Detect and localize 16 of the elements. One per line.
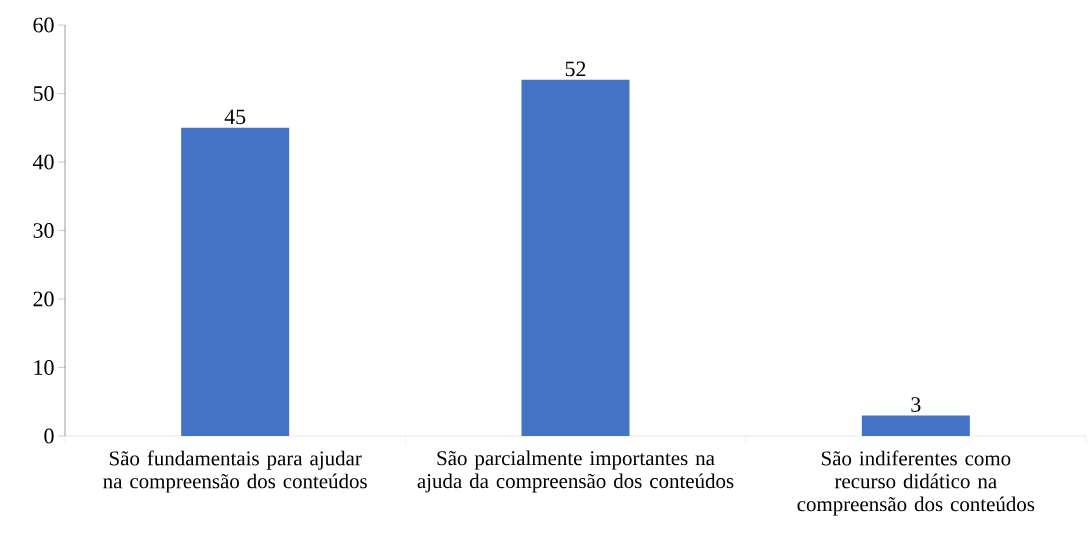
y-tick-label: 10 — [34, 360, 54, 375]
y-tick-label: 20 — [33, 291, 54, 307]
y-tick-label: 40 — [32, 154, 54, 170]
data-label: 52 — [565, 61, 586, 77]
y-tick-label: 60 — [33, 17, 54, 33]
y-tick-label: 0 — [44, 428, 54, 444]
x-tick-label: São indiferentes como recurso didático na compreensão dos conteúdos — [797, 450, 1035, 516]
bar — [861, 415, 970, 436]
data-label: 3 — [911, 397, 921, 412]
y-tick-label: 50 — [33, 86, 54, 101]
bar — [181, 127, 290, 436]
y-tick-label: 30 — [33, 223, 54, 238]
bar — [521, 79, 630, 436]
data-label: 45 — [224, 109, 246, 125]
x-tick-label: São parcialmente importantes na ajuda da compreensão dos conteúdos — [417, 450, 734, 493]
x-tick-label: São fundamentais para ajudar na compreensão dos conteúdos — [103, 450, 367, 493]
